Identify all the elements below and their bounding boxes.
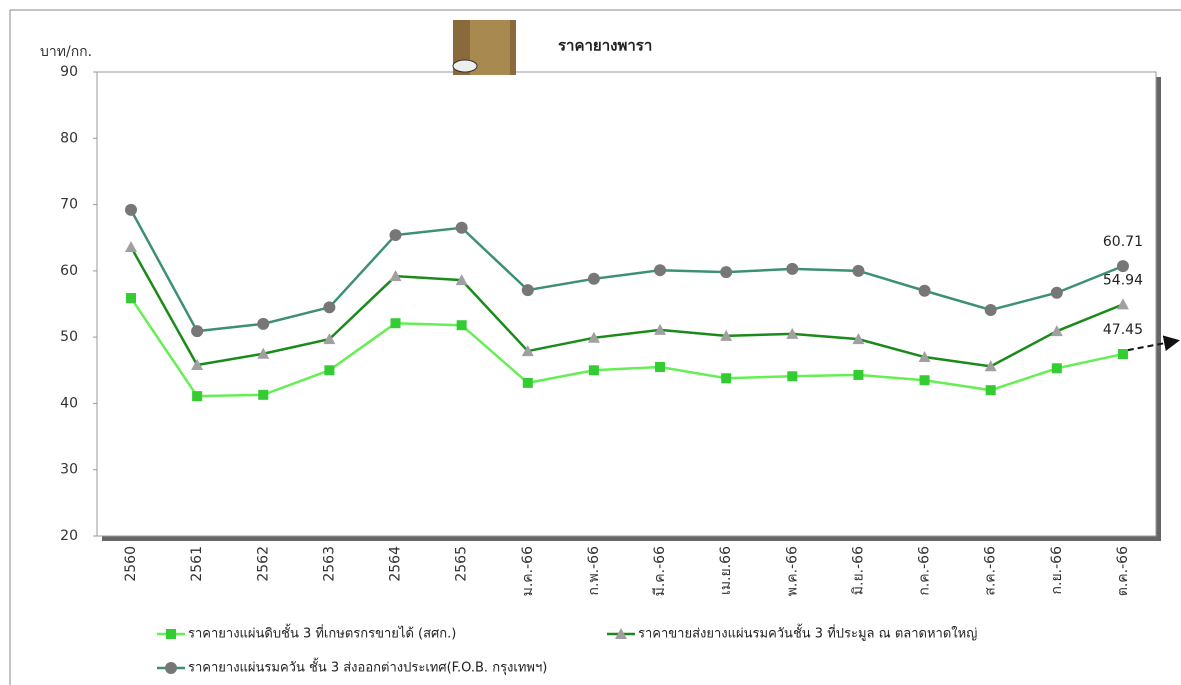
legend-marker bbox=[615, 628, 627, 639]
x-tick-label: ก.ย.-66 bbox=[1049, 546, 1065, 595]
x-tick-label: 2563 bbox=[321, 546, 337, 582]
y-tick-label: 90 bbox=[60, 64, 78, 80]
data-point bbox=[521, 345, 534, 357]
series-line bbox=[129, 209, 1124, 333]
data-point bbox=[1050, 286, 1063, 299]
data-point bbox=[192, 391, 203, 402]
x-tick-label: 2565 bbox=[454, 546, 470, 582]
data-point bbox=[126, 293, 136, 304]
x-tick-label: ส.ค.-66 bbox=[983, 546, 999, 596]
data-point bbox=[852, 264, 865, 277]
series-line bbox=[129, 246, 1124, 368]
data-point bbox=[1116, 260, 1129, 273]
data-point bbox=[125, 240, 137, 252]
data-point bbox=[720, 329, 733, 341]
data-label: 54.94 bbox=[1103, 272, 1143, 288]
data-point bbox=[588, 365, 599, 376]
x-tick-label: 2560 bbox=[123, 546, 139, 582]
data-point bbox=[257, 347, 270, 359]
legend-label: ราคายางแผ่นรมควัน ชั้น 3 ส่งออกต่างประเท… bbox=[188, 658, 547, 676]
data-point bbox=[852, 333, 865, 345]
data-point bbox=[456, 320, 467, 331]
data-point bbox=[258, 389, 269, 400]
y-tick-label: 30 bbox=[60, 462, 78, 478]
y-tick-label: 40 bbox=[60, 395, 78, 411]
data-label: 47.45 bbox=[1103, 322, 1143, 338]
series-line bbox=[129, 297, 1124, 398]
x-tick-label: พ.ค.-66 bbox=[784, 546, 800, 596]
plot-area bbox=[96, 71, 1157, 537]
data-point bbox=[191, 325, 204, 338]
x-tick-label: ก.พ.-66 bbox=[586, 546, 602, 596]
data-point bbox=[984, 360, 997, 372]
data-point bbox=[390, 318, 401, 329]
data-point bbox=[522, 377, 533, 388]
y-tick-label: 60 bbox=[60, 263, 78, 279]
data-point bbox=[389, 270, 402, 282]
data-point bbox=[919, 375, 930, 386]
data-point bbox=[984, 303, 997, 316]
legend-marker bbox=[165, 662, 177, 674]
data-point bbox=[1050, 325, 1063, 337]
chart-title: ราคายางพารา bbox=[558, 37, 652, 55]
data-point bbox=[257, 317, 270, 330]
data-point bbox=[985, 385, 996, 396]
data-point bbox=[720, 266, 733, 279]
data-point bbox=[324, 365, 335, 376]
title-image bbox=[452, 20, 516, 75]
data-point bbox=[654, 264, 667, 277]
data-point bbox=[918, 351, 931, 363]
legend-label: ราคาขายส่งยางแผ่นรมควันชั้น 3 ที่ประมูล … bbox=[638, 624, 977, 642]
data-point bbox=[191, 358, 204, 370]
legend-marker bbox=[166, 629, 176, 639]
data-point bbox=[786, 262, 799, 275]
data-point bbox=[521, 284, 534, 297]
data-point bbox=[323, 333, 336, 345]
y-tick-label: 20 bbox=[60, 528, 78, 544]
data-point bbox=[587, 331, 600, 343]
data-point bbox=[389, 229, 402, 242]
data-point bbox=[1116, 298, 1129, 310]
y-axis-label: บาท/กก. bbox=[40, 44, 92, 60]
data-point bbox=[587, 272, 600, 285]
x-tick-label: 2562 bbox=[255, 546, 271, 582]
data-point bbox=[323, 301, 336, 314]
data-point bbox=[125, 203, 137, 216]
x-tick-label: ก.ค.-66 bbox=[917, 546, 933, 596]
data-point bbox=[455, 274, 468, 286]
data-point bbox=[853, 369, 864, 380]
x-tick-label: ต.ค.-66 bbox=[1115, 546, 1131, 596]
x-tick-label: 2564 bbox=[388, 546, 404, 582]
data-point bbox=[918, 284, 931, 297]
y-tick-label: 70 bbox=[60, 197, 78, 213]
data-point bbox=[655, 361, 666, 372]
data-label: 60.71 bbox=[1103, 234, 1143, 250]
data-point bbox=[1117, 349, 1128, 360]
data-point bbox=[786, 327, 799, 339]
x-tick-label: ม.ค.-66 bbox=[520, 546, 536, 596]
data-point bbox=[455, 221, 468, 234]
data-point bbox=[721, 373, 732, 384]
data-point bbox=[787, 371, 798, 382]
x-tick-label: เม.ย.66 bbox=[718, 546, 734, 595]
legend-label: ราคายางแผ่นดิบชั้น 3 ที่เกษตรกรขายได้ (ส… bbox=[188, 624, 456, 642]
y-tick-label: 50 bbox=[60, 329, 78, 345]
data-point bbox=[654, 323, 667, 335]
y-tick-label: 80 bbox=[60, 130, 78, 146]
x-tick-label: 2561 bbox=[189, 546, 205, 582]
data-point bbox=[1051, 363, 1062, 374]
x-tick-label: มี.ค.-66 bbox=[652, 546, 668, 596]
x-tick-label: มิ.ย.-66 bbox=[850, 546, 866, 595]
